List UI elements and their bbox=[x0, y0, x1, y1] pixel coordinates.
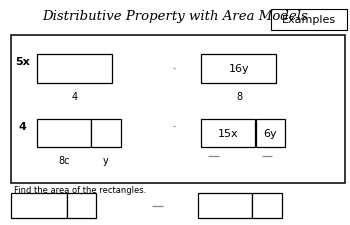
Text: 6y: 6y bbox=[264, 128, 277, 138]
Bar bbox=[91, 119, 121, 147]
Bar bbox=[252, 194, 282, 218]
Text: 8c: 8c bbox=[58, 155, 70, 165]
Bar bbox=[66, 194, 96, 218]
Bar bbox=[10, 36, 345, 183]
Bar bbox=[10, 194, 66, 218]
Text: 4: 4 bbox=[19, 121, 27, 131]
Bar bbox=[201, 55, 276, 83]
Bar bbox=[201, 119, 255, 147]
Bar bbox=[198, 194, 252, 218]
Text: 4: 4 bbox=[71, 91, 78, 101]
Text: 16y: 16y bbox=[229, 64, 249, 74]
Text: Examples: Examples bbox=[282, 15, 336, 25]
Text: Find the area of the rectangles.: Find the area of the rectangles. bbox=[14, 185, 146, 194]
Text: Distributive Property with Area Models: Distributive Property with Area Models bbox=[42, 10, 308, 23]
Text: 15x: 15x bbox=[218, 128, 239, 138]
Bar bbox=[37, 119, 91, 147]
Text: 5x: 5x bbox=[15, 57, 30, 67]
Bar bbox=[37, 55, 112, 83]
Text: 8: 8 bbox=[236, 91, 242, 101]
Bar bbox=[256, 119, 285, 147]
Text: y: y bbox=[103, 155, 109, 165]
Bar bbox=[271, 10, 346, 30]
